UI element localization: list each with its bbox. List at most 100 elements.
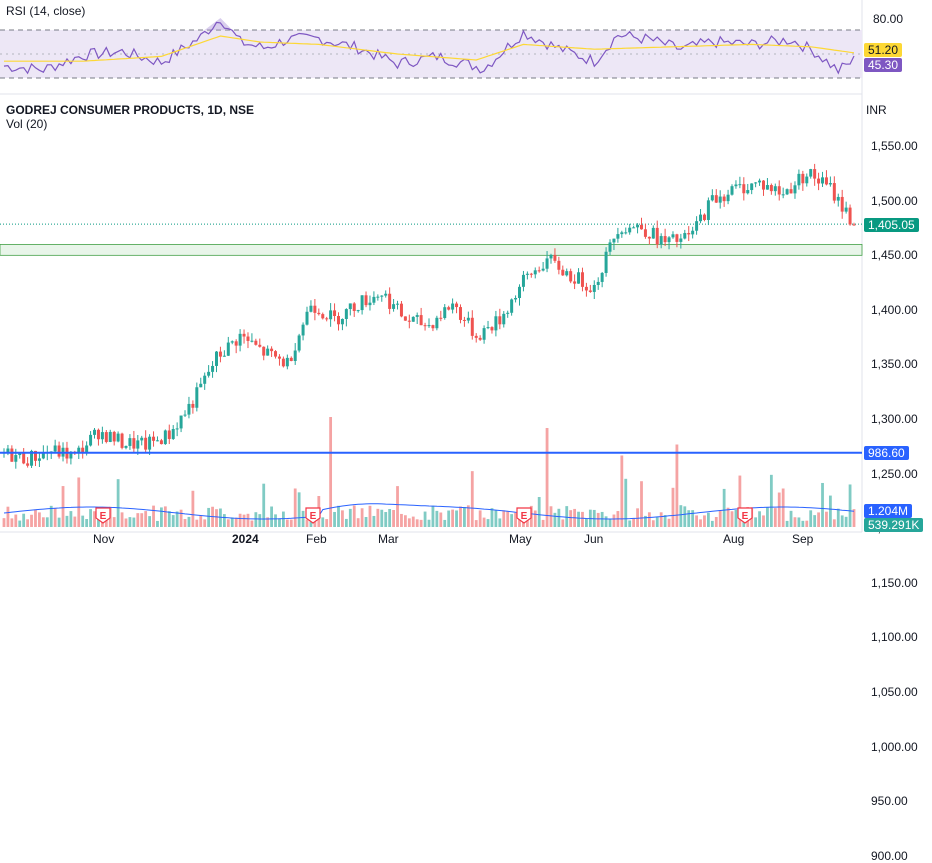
volume-bar — [828, 495, 832, 527]
volume-bar — [797, 517, 801, 527]
volume-bar — [156, 520, 159, 527]
volume-bar — [187, 516, 191, 527]
volume-bar — [490, 508, 494, 527]
candle-body — [553, 254, 557, 261]
candle-body — [352, 303, 356, 311]
volume-bar — [443, 519, 447, 527]
volume-bar — [281, 511, 285, 527]
candle-body — [380, 295, 384, 297]
candle-body — [155, 440, 159, 442]
candle-body — [120, 433, 124, 448]
volume-bar — [18, 520, 22, 527]
volume-bar — [510, 514, 514, 527]
time-tick-label: Mar — [378, 532, 399, 546]
candle-body — [789, 189, 793, 194]
volume-bar — [451, 509, 455, 527]
symbol-title[interactable]: GODREJ CONSUMER PRODUCTS, 1D, NSE — [6, 103, 255, 117]
volume-bar — [325, 519, 329, 527]
candle-body — [458, 307, 462, 320]
volume-bar — [585, 518, 588, 527]
candle-body — [600, 272, 604, 282]
candle-body — [750, 183, 754, 191]
candle-body — [77, 447, 81, 453]
price-tick-label: 1,250.00 — [871, 466, 918, 481]
candle-body — [521, 274, 525, 287]
earnings-marker[interactable]: E — [516, 507, 532, 524]
candle-body — [695, 221, 699, 231]
volume-bar — [30, 514, 33, 527]
candle-body — [37, 458, 41, 461]
volume-bar — [675, 444, 679, 527]
volume-bar — [45, 517, 49, 527]
candle-body — [466, 317, 470, 321]
volume-bar — [183, 519, 187, 527]
volume-bar — [718, 510, 722, 527]
volume-bar — [734, 509, 738, 527]
candle-body — [734, 184, 738, 187]
volume-bar — [415, 519, 419, 527]
candle-body — [813, 169, 817, 179]
earnings-marker[interactable]: E — [305, 507, 321, 524]
volume-bar — [766, 507, 769, 527]
volume-bar — [57, 517, 61, 527]
rsi-overbought-fill — [204, 18, 233, 30]
volume-bar — [813, 515, 817, 527]
candle-body — [329, 310, 333, 320]
volume-bar — [537, 497, 541, 527]
volume-bar — [10, 518, 14, 527]
volume-bar — [825, 511, 828, 527]
volume-bar — [112, 517, 116, 527]
volume-bar — [549, 506, 553, 527]
candle-body — [218, 351, 222, 357]
volume-bar — [38, 512, 41, 527]
candle-body — [726, 194, 730, 202]
volume-bar — [466, 505, 470, 527]
volume-bar — [789, 510, 793, 527]
candle-body — [592, 284, 596, 292]
earnings-marker[interactable]: E — [737, 507, 753, 524]
candle-body — [738, 184, 742, 186]
earnings-marker[interactable]: E — [95, 507, 111, 524]
volume-bar — [368, 505, 372, 527]
time-tick-label: Aug — [723, 532, 745, 546]
volume-bar — [69, 511, 73, 527]
volume-bar — [77, 477, 81, 527]
volume-bar — [321, 517, 325, 527]
candle-body — [447, 307, 451, 310]
candle-body — [325, 318, 329, 320]
volume-bar — [344, 518, 348, 527]
candle-body — [348, 303, 352, 310]
volume-bar — [195, 519, 199, 527]
candle-body — [710, 195, 714, 201]
volume-bar — [714, 517, 718, 527]
candle-body — [270, 348, 274, 352]
time-tick-label: Nov — [93, 532, 115, 546]
candle-body — [514, 298, 518, 300]
candle-body — [148, 436, 152, 450]
volume-bar — [392, 510, 395, 527]
candle-body — [407, 320, 411, 322]
volume-bar — [175, 511, 179, 527]
volume-bar — [380, 509, 384, 527]
candle-body — [647, 236, 651, 239]
volume-bar — [372, 515, 376, 527]
candle-body — [10, 448, 14, 462]
volume-bar — [97, 518, 100, 527]
currency-label: INR — [866, 103, 887, 117]
volume-bar — [632, 518, 636, 527]
candle-body — [187, 403, 191, 415]
volume-bar — [427, 519, 431, 527]
candle-body — [281, 358, 285, 367]
rsi-value-badge: 45.30 — [864, 58, 903, 72]
candle-body — [801, 173, 805, 184]
price-tick-label: 1,050.00 — [871, 685, 918, 699]
candle-body — [462, 319, 466, 321]
candle-body — [356, 310, 360, 312]
candle-body — [81, 447, 85, 453]
volume-bar — [93, 511, 96, 527]
candle-body — [702, 214, 706, 220]
candle-body — [301, 324, 305, 336]
candle-body — [372, 296, 376, 303]
volume-bar — [179, 509, 183, 527]
volume-title[interactable]: Vol (20) — [6, 117, 48, 131]
